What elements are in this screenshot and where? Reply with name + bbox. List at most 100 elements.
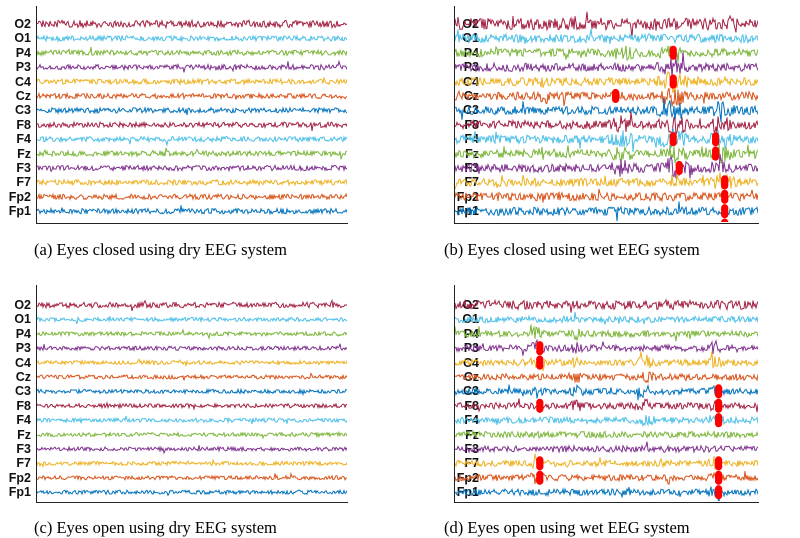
channel-label: O1 bbox=[14, 312, 31, 327]
channel-label: F4 bbox=[16, 132, 31, 147]
eeg-trace-o1 bbox=[455, 311, 758, 325]
eeg-trace-fp1 bbox=[37, 205, 347, 216]
channel-label: Cz bbox=[15, 370, 31, 384]
eeg-trace-f8 bbox=[37, 120, 347, 132]
panel-a: O2 O1 P4 P3 C4 Cz C3 F8 F4 Fz F3 F7 Fp2 Fp1 (a) Eyes … bbox=[0, 0, 400, 268]
eeg-trace-cz bbox=[455, 88, 758, 107]
channel-label: P4 bbox=[15, 326, 31, 341]
channel-label: Fz bbox=[17, 427, 31, 442]
eeg-trace-fp1 bbox=[455, 201, 758, 222]
eeg-trace-c4 bbox=[455, 71, 758, 94]
panel-caption: (a) Eyes closed using dry EEG system bbox=[34, 240, 287, 259]
channel-label: Fz bbox=[17, 146, 31, 161]
eeg-trace-fz bbox=[37, 430, 347, 440]
plot-frame bbox=[36, 6, 348, 224]
channel-label: Fp2 bbox=[8, 189, 31, 204]
eeg-trace-p3 bbox=[455, 338, 758, 356]
panel-b: O2 O1 P4 P3 C4 Cz C3 F8 F4 Fz F3 F7 Fp2 Fp1 (b) Eyes … bbox=[400, 0, 800, 268]
eeg-trace-f8 bbox=[455, 111, 758, 137]
channel-label: O2 bbox=[14, 298, 31, 312]
plot-frame bbox=[454, 6, 759, 224]
artifact-marker bbox=[711, 152, 720, 161]
eeg-trace-plot bbox=[37, 18, 347, 216]
channel-label: P3 bbox=[15, 341, 31, 356]
channel-label: Fp2 bbox=[456, 470, 479, 485]
plot-frame bbox=[454, 285, 759, 503]
artifact-marker bbox=[714, 404, 723, 413]
eeg-trace-c3 bbox=[455, 383, 758, 401]
artifact-marker bbox=[669, 51, 677, 60]
eeg-trace-fp1 bbox=[455, 486, 758, 501]
channel-label: P3 bbox=[15, 60, 31, 75]
channel-label: F8 bbox=[16, 117, 31, 132]
channel-label: F7 bbox=[464, 456, 479, 471]
eeg-trace-p3 bbox=[37, 343, 347, 352]
channel-labels: O2 O1 P4 P3 C4 Cz C3 F8 F4 Fz F3 F7 Fp2 Fp1 bbox=[0, 268, 31, 499]
panel-caption: (d) Eyes open using wet EEG system bbox=[444, 518, 690, 537]
eeg-trace-fp2 bbox=[455, 188, 758, 203]
channel-label: Fp1 bbox=[456, 204, 479, 219]
artifact-marker bbox=[714, 419, 723, 428]
eeg-trace-f3 bbox=[37, 164, 347, 173]
panel-caption: (c) Eyes open using dry EEG system bbox=[34, 518, 277, 537]
artifact-marker bbox=[714, 491, 723, 500]
channel-label: F4 bbox=[16, 413, 31, 428]
channel-label: Fp2 bbox=[8, 470, 31, 485]
panel-caption: (b) Eyes closed using wet EEG system bbox=[444, 240, 700, 259]
artifact-marker bbox=[721, 181, 729, 190]
channel-label: F3 bbox=[16, 161, 31, 175]
eeg-trace-plot bbox=[37, 299, 347, 497]
channel-label: Cz bbox=[463, 370, 479, 384]
panel-d: O2 O1 P4 P3 C4 Cz C3 F8 F4 Fz F3 F7 Fp2 Fp1 (d) Eyes … bbox=[400, 268, 800, 537]
channel-label: F3 bbox=[464, 442, 479, 456]
channel-label: F3 bbox=[16, 442, 31, 456]
eeg-trace-cz bbox=[37, 372, 347, 381]
eeg-trace-f4 bbox=[455, 127, 758, 153]
eeg-trace-o2 bbox=[37, 18, 347, 30]
artifact-marker bbox=[611, 94, 620, 104]
eeg-trace-f4 bbox=[37, 135, 347, 147]
channel-label: F4 bbox=[464, 413, 479, 428]
channel-label: F8 bbox=[16, 398, 31, 413]
artifact-marker bbox=[714, 476, 723, 485]
artifact-marker bbox=[536, 404, 544, 413]
artifact-marker bbox=[721, 210, 729, 219]
artifact-marker bbox=[536, 476, 544, 485]
channel-label: C3 bbox=[15, 384, 31, 399]
channel-label: Fz bbox=[465, 146, 479, 161]
eeg-trace-c3 bbox=[37, 387, 347, 397]
artifact-marker bbox=[711, 138, 720, 147]
channel-label: P4 bbox=[15, 45, 31, 60]
channel-label: F8 bbox=[464, 117, 479, 132]
artifact-marker bbox=[714, 462, 723, 471]
artifact-marker bbox=[721, 195, 729, 204]
channel-label: C3 bbox=[463, 103, 479, 118]
artifact-marker bbox=[669, 80, 677, 89]
artifact-marker bbox=[536, 462, 544, 471]
eeg-trace-cz bbox=[455, 371, 758, 384]
eeg-trace-fp2 bbox=[455, 470, 758, 486]
eeg-trace-f4 bbox=[37, 415, 347, 425]
eeg-trace-fp2 bbox=[37, 472, 347, 482]
channel-label: P3 bbox=[463, 341, 479, 356]
eeg-trace-f3 bbox=[455, 154, 758, 179]
eeg-trace-f7 bbox=[37, 458, 347, 469]
channel-label: C3 bbox=[463, 384, 479, 399]
eeg-trace-fz bbox=[455, 429, 758, 440]
eeg-trace-o2 bbox=[455, 298, 758, 313]
panel-c: O2 O1 P4 P3 C4 Cz C3 F8 F4 Fz F3 F7 Fp2 Fp1 (c) Eyes … bbox=[0, 268, 400, 537]
eeg-trace-p3 bbox=[455, 51, 758, 78]
eeg-trace-plot bbox=[455, 298, 758, 501]
eeg-trace-f7 bbox=[37, 178, 347, 187]
eeg-trace-f8 bbox=[37, 401, 347, 411]
plot-frame bbox=[36, 285, 348, 503]
channel-label: F8 bbox=[464, 398, 479, 413]
eeg-trace-fz bbox=[37, 147, 347, 160]
channel-labels: O2 O1 P4 P3 C4 Cz C3 F8 F4 Fz F3 F7 Fp2 Fp1 bbox=[0, 0, 31, 230]
eeg-trace-f3 bbox=[37, 445, 347, 455]
eeg-trace-c3 bbox=[455, 97, 758, 123]
channel-label: Cz bbox=[15, 89, 31, 103]
eeg-trace-o2 bbox=[37, 299, 347, 312]
artifact-marker bbox=[536, 361, 544, 370]
eeg-trace-p4 bbox=[455, 324, 758, 343]
